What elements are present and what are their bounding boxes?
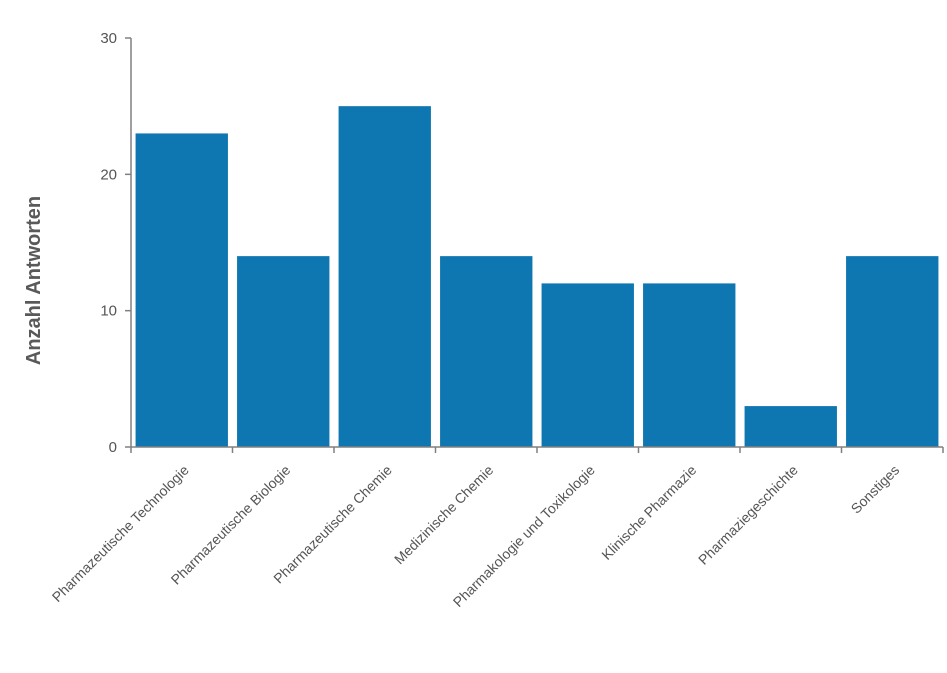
y-axis-title: Anzahl Antworten [23, 196, 45, 365]
bar [541, 283, 634, 447]
bar [237, 256, 330, 447]
bar [338, 106, 431, 448]
y-tick-label: 30 [100, 30, 117, 47]
y-tick-label: 0 [109, 439, 117, 456]
y-tick-label: 20 [100, 166, 117, 183]
bar [440, 256, 533, 447]
x-tick-label: Sonstiges [848, 462, 903, 517]
x-tick-label: Pharmazeutische Technologie [49, 462, 192, 605]
x-tick-label: Pharmazeutische Chemie [270, 462, 395, 587]
x-tick-label: Klinische Pharmazie [598, 462, 699, 563]
x-tick-label: Medizinische Chemie [391, 462, 497, 568]
y-tick-label: 10 [100, 303, 117, 320]
x-tick-label: Pharmaziegeschichte [695, 462, 801, 568]
bar [744, 406, 837, 447]
x-tick-label: Pharmazeutische Biologie [168, 462, 294, 588]
bar [846, 256, 939, 447]
bar [643, 283, 736, 447]
y-axis-ticks: 0 10 20 30 [100, 30, 131, 456]
bar [135, 133, 228, 447]
x-axis-ticks: Pharmazeutische TechnologiePharmazeutisc… [49, 447, 944, 610]
bars [135, 106, 939, 448]
